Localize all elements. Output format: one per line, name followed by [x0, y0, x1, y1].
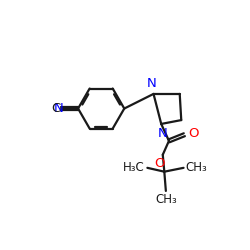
Text: O: O — [154, 157, 165, 170]
Text: O: O — [188, 128, 199, 140]
Text: C: C — [51, 102, 60, 115]
Text: CH₃: CH₃ — [155, 193, 177, 206]
Text: CH₃: CH₃ — [186, 160, 208, 173]
Text: H₃C: H₃C — [123, 160, 145, 173]
Text: N: N — [147, 77, 157, 90]
Text: N: N — [158, 127, 168, 140]
Text: N: N — [54, 102, 64, 115]
